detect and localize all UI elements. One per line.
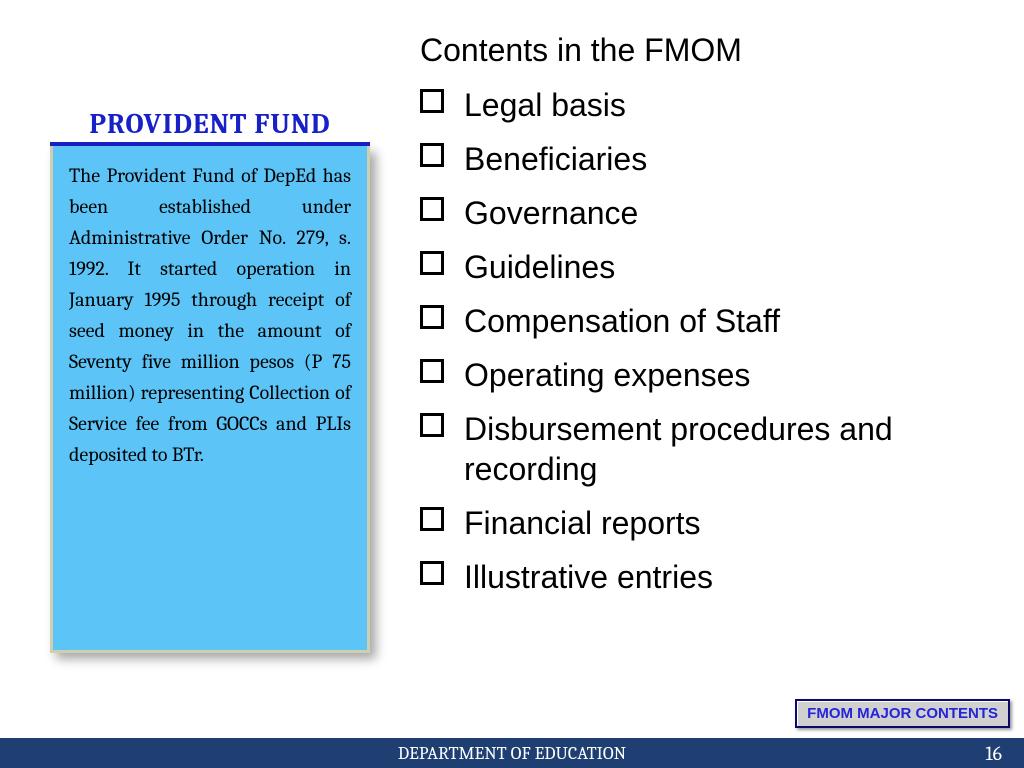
checkbox-square-icon: [420, 143, 444, 167]
contents-item-label: Legal basis: [464, 87, 626, 123]
provident-fund-body: The Provident Fund of DepEd has been est…: [53, 146, 367, 650]
checkbox-square-icon: [420, 413, 444, 437]
contents-item: Illustrative entries: [420, 557, 980, 597]
contents-item: Legal basis: [420, 85, 980, 125]
contents-item-label: Governance: [464, 195, 638, 231]
footer-bar: DEPARTMENT OF EDUCATION 16: [0, 738, 1024, 768]
provident-fund-box-border: The Provident Fund of DepEd has been est…: [50, 146, 370, 653]
contents-item-label: Compensation of Staff: [464, 303, 780, 339]
contents-item-label: Illustrative entries: [464, 559, 713, 595]
footer-dept: DEPARTMENT OF EDUCATION: [0, 743, 1024, 764]
checkbox-square-icon: [420, 507, 444, 531]
contents-item: Compensation of Staff: [420, 301, 980, 341]
contents-item: Financial reports: [420, 503, 980, 543]
contents-item-label: Financial reports: [464, 505, 701, 541]
checkbox-square-icon: [420, 251, 444, 275]
checkbox-square-icon: [420, 359, 444, 383]
checkbox-square-icon: [420, 89, 444, 113]
contents-heading: Contents in the FMOM: [420, 32, 980, 69]
contents-item: Beneficiaries: [420, 139, 980, 179]
provident-fund-title: PROVIDENT FUND: [50, 108, 370, 146]
checkbox-square-icon: [420, 561, 444, 585]
contents-item: Operating expenses: [420, 355, 980, 395]
contents-item-label: Beneficiaries: [464, 141, 647, 177]
contents-item-label: Disbursement procedures and recording: [464, 411, 893, 487]
checkbox-square-icon: [420, 305, 444, 329]
fmom-badge: FMOM MAJOR CONTENTS: [795, 699, 1010, 728]
contents-item-label: Operating expenses: [464, 357, 750, 393]
footer-page-number: 16: [985, 742, 1002, 765]
contents-list: Legal basis Beneficiaries Governance Guidel…: [420, 85, 980, 597]
contents-panel: Contents in the FMOM Legal basis Benefici…: [420, 32, 980, 611]
contents-item-label: Guidelines: [464, 249, 615, 285]
checkbox-square-icon: [420, 197, 444, 221]
provident-fund-panel: PROVIDENT FUND The Provident Fund of Dep…: [50, 108, 370, 653]
contents-item: Disbursement procedures and recording: [420, 409, 980, 489]
contents-item: Governance: [420, 193, 980, 233]
contents-item: Guidelines: [420, 247, 980, 287]
